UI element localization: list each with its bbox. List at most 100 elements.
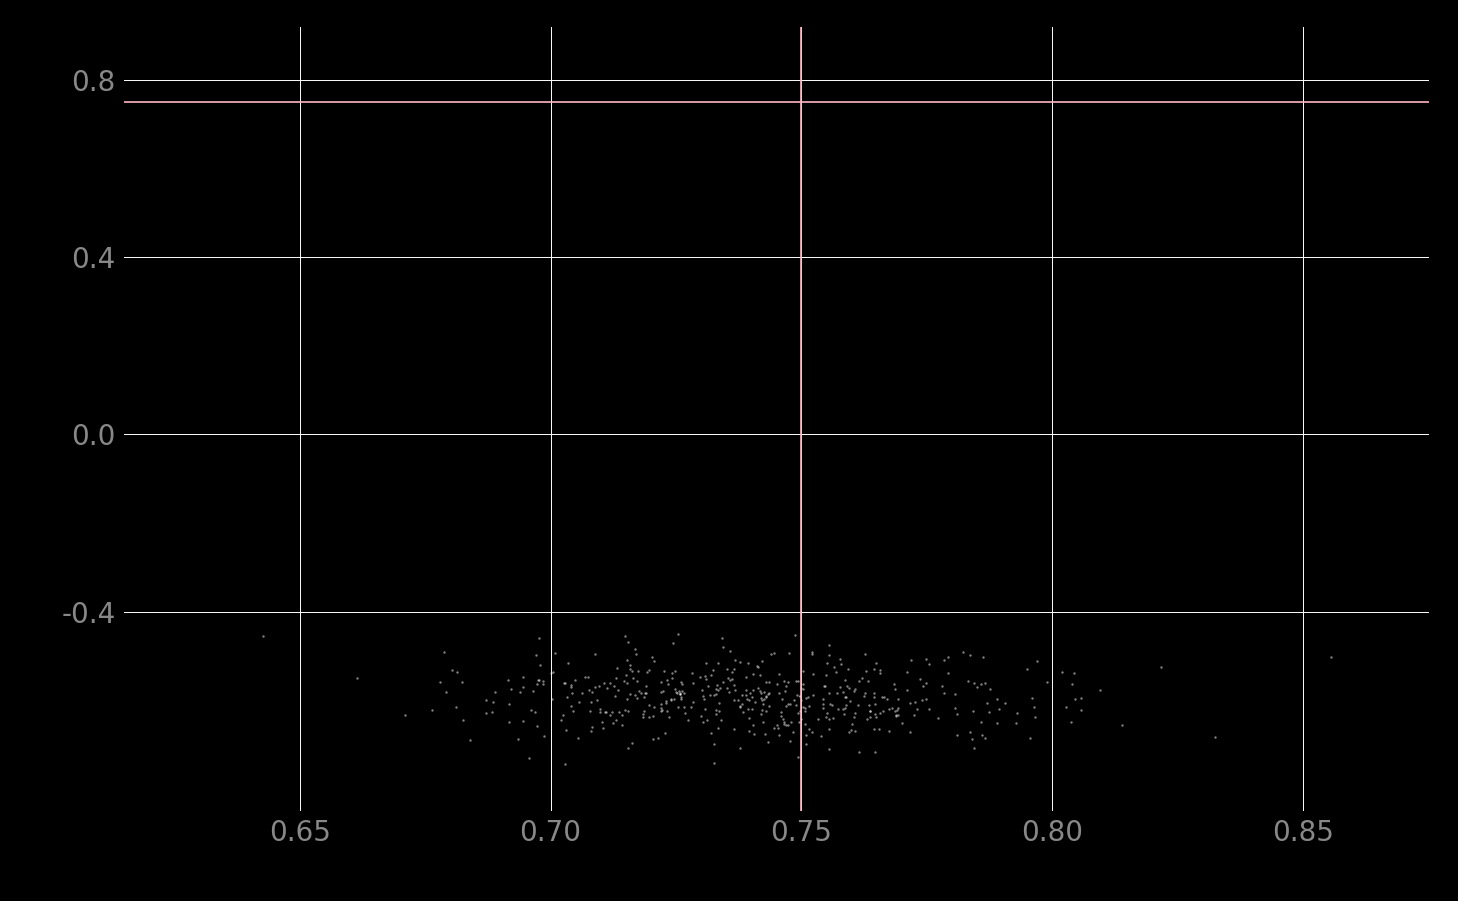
Point [847, 673, 870, 687]
Point [553, 676, 576, 690]
Point [637, 709, 660, 724]
Point [593, 705, 617, 719]
Point [623, 642, 646, 656]
Point [1319, 650, 1343, 664]
Point [625, 664, 649, 678]
Point [760, 647, 783, 661]
Point [815, 656, 838, 670]
Point [653, 664, 677, 678]
Point [930, 678, 954, 693]
Point [434, 685, 458, 699]
Point [709, 713, 732, 727]
Point [779, 714, 802, 729]
Point [837, 724, 860, 739]
Point [735, 683, 758, 697]
Point [528, 631, 551, 645]
Point [660, 670, 684, 685]
Point [614, 703, 637, 717]
Point [706, 656, 729, 670]
Point [588, 678, 611, 693]
Point [618, 658, 642, 672]
Point [720, 671, 744, 686]
Point [452, 713, 475, 727]
Point [771, 712, 795, 726]
Point [693, 669, 716, 684]
Point [795, 736, 818, 751]
Point [706, 678, 729, 692]
Point [831, 685, 854, 699]
Point [1069, 703, 1092, 717]
Point [745, 659, 768, 673]
Point [690, 683, 713, 697]
Point [741, 702, 764, 716]
Point [672, 699, 695, 714]
Point [786, 674, 809, 688]
Point [862, 690, 885, 705]
Point [682, 695, 706, 709]
Point [765, 677, 789, 691]
Point [706, 721, 729, 735]
Point [666, 699, 690, 714]
Point [551, 708, 574, 723]
Point [972, 731, 996, 745]
Point [475, 692, 499, 706]
Point [736, 711, 760, 725]
Point [625, 674, 649, 688]
Point [1054, 699, 1077, 714]
Point [784, 697, 808, 712]
Point [816, 712, 840, 726]
Point [956, 674, 980, 688]
Point [905, 702, 929, 716]
Point [634, 679, 658, 694]
Point [754, 675, 777, 689]
Point [765, 721, 789, 735]
Point [518, 751, 541, 765]
Point [843, 681, 866, 696]
Point [834, 673, 857, 687]
Point [751, 703, 774, 717]
Point [870, 690, 894, 705]
Point [811, 691, 834, 705]
Point [741, 690, 764, 705]
Point [577, 669, 601, 684]
Point [583, 679, 607, 694]
Point [847, 698, 870, 713]
Point [798, 722, 821, 736]
Point [595, 705, 618, 719]
Point [946, 728, 970, 742]
Point [789, 688, 812, 703]
Point [749, 684, 773, 698]
Point [665, 686, 688, 700]
Point [701, 663, 725, 678]
Point [838, 695, 862, 709]
Point [781, 725, 805, 740]
Point [895, 683, 919, 697]
Point [914, 652, 937, 667]
Point [627, 684, 650, 698]
Point [532, 729, 555, 743]
Point [598, 676, 621, 690]
Point [723, 693, 746, 707]
Point [525, 648, 548, 662]
Point [579, 704, 602, 718]
Point [611, 718, 634, 733]
Point [1111, 718, 1134, 733]
Point [633, 687, 656, 701]
Point [911, 693, 935, 707]
Point [720, 665, 744, 679]
Point [742, 683, 765, 697]
Point [886, 692, 910, 706]
Point [631, 710, 655, 724]
Point [862, 686, 885, 700]
Point [590, 714, 614, 729]
Point [601, 705, 624, 719]
Point [814, 678, 837, 693]
Point [786, 750, 809, 764]
Point [555, 689, 579, 704]
Point [735, 669, 758, 684]
Point [841, 710, 865, 724]
Point [851, 670, 875, 685]
Point [703, 687, 726, 702]
Point [650, 684, 674, 698]
Point [800, 725, 824, 740]
